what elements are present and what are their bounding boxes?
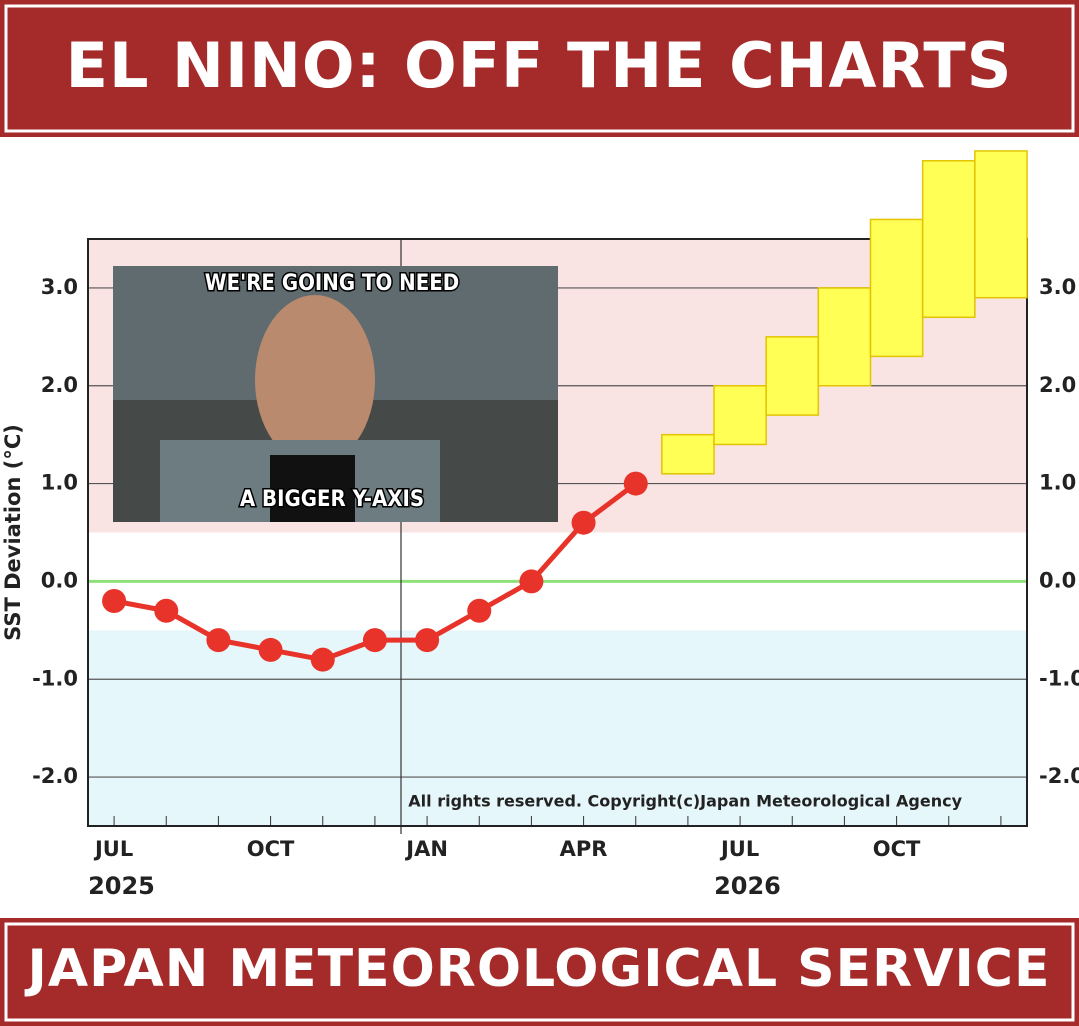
year-label: 2026: [714, 872, 781, 900]
y-tick-label: -1.0: [32, 666, 78, 690]
meme-image: WE'RE GOING TO NEED A BIGGER Y-AXIS: [113, 266, 558, 522]
y-tick-label-right: 1.0: [1039, 471, 1076, 495]
y-tick-label-right: -1.0: [1039, 666, 1079, 690]
header-band: [0, 0, 1079, 137]
x-tick-label: OCT: [247, 837, 295, 861]
x-tick-label: APR: [560, 837, 608, 861]
plot-frame: [87, 238, 1028, 827]
copyright: All rights reserved. Copyright(c)Japan M…: [408, 792, 962, 811]
meme-shirt: [270, 455, 355, 522]
y-tick-label: 0.0: [41, 568, 78, 592]
x-tick-label: JUL: [719, 837, 759, 861]
footer-band: [0, 918, 1079, 1026]
plot: -2.0 -2.0 -1.0 -1.0 0.0 0.0 1.0 1.0 2.0 2.0 3.0 3.0…: [1, 150, 1079, 900]
y-tick-label-right: 0.0: [1039, 568, 1076, 592]
year-label: 2025: [88, 872, 155, 900]
header-title: EL NINO: OFF THE CHARTS: [66, 29, 1013, 102]
meme-bottom-text: A BIGGER Y-AXIS: [240, 487, 424, 512]
series-point: [623, 471, 648, 496]
series-point: [519, 569, 544, 594]
series-point: [310, 647, 335, 672]
meme-face: [255, 295, 375, 465]
forecast-box: [713, 385, 767, 446]
series-point: [102, 588, 127, 613]
y-axis-label: SST Deviation (°C): [1, 424, 25, 641]
meme-top-text: WE'RE GOING TO NEED: [205, 271, 459, 296]
y-tick-label-right: -2.0: [1039, 764, 1079, 788]
footer-border: [4, 922, 1075, 1022]
header-border: [4, 4, 1075, 133]
y-tick-label-right: 2.0: [1039, 373, 1076, 397]
series-point: [415, 628, 440, 653]
series-point: [362, 628, 387, 653]
forecast-box: [921, 159, 976, 319]
forecast-box: [974, 150, 1028, 299]
series-point: [571, 510, 596, 535]
shaded-band: [88, 630, 1027, 826]
y-tick-label: 1.0: [41, 471, 78, 495]
x-tick-label: JUL: [93, 837, 133, 861]
series-point: [206, 628, 231, 653]
series-point: [154, 598, 179, 623]
y-tick-label: 2.0: [41, 373, 78, 397]
forecast-box: [817, 287, 872, 387]
forecast-box: [869, 218, 924, 358]
series-point: [467, 598, 492, 623]
y-tick-label: -2.0: [32, 764, 78, 788]
footer-title: JAPAN METEOROLOGICAL SERVICE: [25, 939, 1051, 999]
series-point: [258, 637, 283, 662]
y-tick-label: 3.0: [41, 275, 78, 299]
x-tick-label: JAN: [404, 837, 448, 861]
x-tick-label: OCT: [873, 837, 921, 861]
forecast-box: [661, 433, 715, 475]
forecast-box: [765, 336, 820, 416]
y-tick-label-right: 3.0: [1039, 275, 1076, 299]
